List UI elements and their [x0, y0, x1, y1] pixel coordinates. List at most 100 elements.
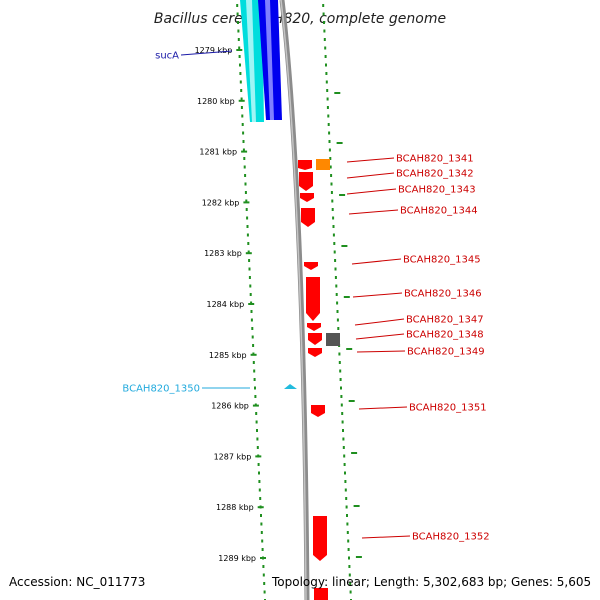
gene-leader-line	[346, 157, 395, 163]
gene-label[interactable]: BCAH820_1349	[407, 347, 485, 358]
track-dot	[341, 420, 344, 424]
track-dot	[323, 29, 326, 33]
gene-1343[interactable]	[300, 193, 314, 202]
gene-label[interactable]: BCAH820_1352	[412, 532, 490, 543]
track-dot	[339, 378, 342, 381]
gene-leader-line	[356, 350, 406, 353]
axis-tick-label: 1287 kbp	[214, 452, 252, 461]
track-dot	[258, 488, 261, 492]
track-dot	[342, 429, 344, 432]
track-dot	[237, 38, 240, 41]
gene-1349[interactable]	[308, 348, 322, 357]
gene-1350[interactable]	[284, 384, 297, 389]
track-dot	[340, 386, 342, 390]
gene-1341-overlap[interactable]	[316, 159, 330, 170]
axis-tick-label: 1279 kbp	[195, 46, 233, 55]
gene-label[interactable]: sucA	[155, 51, 179, 62]
track-dot	[255, 412, 258, 415]
suca-gene[interactable]	[240, 0, 282, 122]
axis-tick	[252, 404, 259, 407]
gene-1352[interactable]	[313, 516, 327, 561]
axis-ticks: 1279 kbp 1280 kbp 1281 kbp 1282 kbp 1283 kbp…	[195, 46, 266, 563]
track-dot	[261, 548, 264, 551]
track-dot	[260, 522, 263, 526]
track-dot	[328, 148, 331, 152]
axis-tick	[255, 455, 262, 458]
gene-1346[interactable]	[306, 277, 320, 321]
gene-1344[interactable]	[301, 208, 315, 227]
gene-1341[interactable]	[298, 160, 312, 170]
track-dot	[347, 539, 350, 543]
axis-tick	[236, 49, 243, 51]
track-dash	[353, 505, 360, 507]
gene-1348-overlap[interactable]	[326, 333, 340, 346]
gene-label[interactable]: BCAH820_1346	[404, 289, 482, 300]
gene-1348[interactable]	[308, 333, 322, 345]
track-dot	[236, 4, 239, 7]
track-dot	[345, 497, 348, 500]
gene-label[interactable]: BCAH820_1344	[400, 206, 478, 217]
track-dot	[245, 199, 248, 203]
gene-1345[interactable]	[304, 262, 318, 270]
track-dot	[248, 259, 251, 262]
gene-label[interactable]: BCAH820_1345	[403, 255, 481, 266]
track-dot	[324, 55, 327, 58]
track-dot	[347, 548, 350, 551]
gene-1351[interactable]	[311, 405, 325, 417]
map-title: Bacillus cereus AH820, complete genome	[154, 11, 446, 27]
track-dot	[250, 318, 253, 322]
gene-label[interactable]: BCAH820_1343	[398, 185, 476, 196]
track-dot	[258, 471, 260, 475]
track-dot	[237, 29, 240, 33]
track-dot	[257, 463, 260, 466]
track-dot	[330, 182, 333, 186]
track-dot	[333, 242, 336, 245]
axis-tick	[245, 252, 252, 255]
track-dot	[249, 293, 252, 296]
track-dot	[323, 21, 325, 24]
track-dot	[245, 208, 248, 211]
track-dot	[324, 46, 327, 50]
axis-tick-label: 1280 kbp	[197, 97, 235, 106]
gene-1347[interactable]	[307, 323, 321, 331]
gene-label[interactable]: BCAH820_1348	[406, 330, 484, 341]
track-dot	[248, 276, 251, 279]
track-dot	[236, 12, 239, 16]
track-dot	[261, 539, 264, 543]
gene-label[interactable]: BCAH820_1341	[396, 154, 474, 165]
gene-leader-line	[352, 292, 403, 298]
track-dot	[243, 165, 246, 169]
track-dash	[348, 400, 355, 402]
gene-label[interactable]: BCAH820_1351	[409, 403, 487, 414]
track-dot	[334, 259, 337, 262]
track-dash	[336, 142, 343, 144]
track-dot	[332, 225, 335, 228]
track-dot	[247, 242, 250, 245]
track-dot	[343, 463, 346, 466]
gene-label[interactable]: BCAH820_1347	[406, 315, 484, 326]
gene-label[interactable]: BCAH820_1350	[122, 384, 200, 395]
track-dot	[241, 123, 244, 126]
track-dash	[341, 245, 348, 247]
track-dot	[260, 514, 262, 517]
track-dot	[326, 89, 329, 92]
gene-1342[interactable]	[299, 172, 313, 191]
track-dot	[237, 21, 239, 24]
gene-next[interactable]	[314, 588, 328, 600]
track-dot	[246, 225, 249, 228]
gene-leader-line	[348, 209, 399, 215]
track-dot	[263, 582, 266, 585]
track-dot	[253, 378, 256, 381]
gene-label[interactable]: BCAH820_1342	[396, 169, 474, 180]
track-dot	[322, 4, 325, 7]
gene-leader-line	[358, 406, 408, 410]
track-dot	[336, 301, 339, 305]
track-dot	[256, 437, 259, 441]
track-dot	[242, 131, 245, 135]
track-dot	[249, 284, 252, 288]
track-dot	[329, 165, 332, 169]
track-dot	[246, 233, 249, 237]
track-dot	[341, 412, 344, 415]
axis-tick-label: 1288 kbp	[216, 503, 254, 512]
track-dot	[242, 148, 245, 152]
